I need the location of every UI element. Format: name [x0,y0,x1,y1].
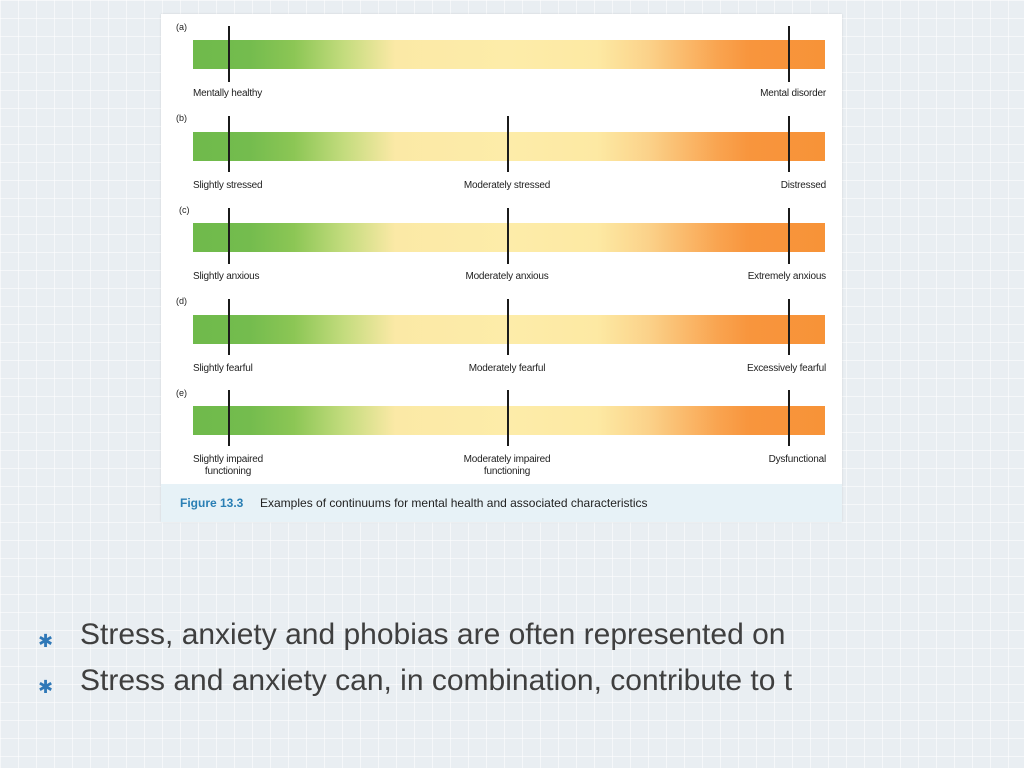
label-right: Mental disorder [760,88,826,99]
tick-right [788,208,790,264]
tick-right [788,116,790,172]
label-right: Extremely anxious [747,271,827,282]
label-middle: Moderately stressed [463,180,551,191]
tick-middle [507,299,509,355]
label-left: Slightly anxious [193,271,260,282]
panel-letter: (b) [176,113,187,123]
tick-left [228,208,230,264]
asterisk-icon: ✱ [38,677,54,698]
tick-middle [507,116,509,172]
label-middle: Moderately anxious [465,271,549,282]
tick-middle [507,390,509,446]
asterisk-icon: ✱ [38,631,54,652]
tick-left [228,299,230,355]
bullet-text: Stress and anxiety can, in combination, … [80,664,793,697]
bullet-item: ✱ Stress and anxiety can, in combination… [0,662,1024,702]
tick-right [788,26,790,82]
label-left: Mentally healthy [193,88,263,99]
figure-continuums: (a) Mentally healthy Mental disorder (b)… [161,14,842,522]
panel-letter: (a) [176,22,187,32]
continuum-bar [193,315,825,344]
label-right: Excessively fearful [746,363,826,374]
label-middle: Moderately fearful [468,363,546,374]
bullet-item: ✱ Stress, anxiety and phobias are often … [0,616,1024,656]
panel-letter: (d) [176,296,187,306]
tick-right [788,390,790,446]
label-middle: Moderately impaired functioning [463,454,551,477]
panel-letter: (e) [176,388,187,398]
panel-letter: (c) [179,205,190,215]
continuum-bar [193,223,825,252]
tick-left [228,390,230,446]
label-right: Dysfunctional [768,454,827,465]
tick-right [788,299,790,355]
label-right: Distressed [780,180,826,191]
continuum-bar [193,132,825,161]
figure-number: Figure 13.3 [180,496,244,510]
bullet-text: Stress, anxiety and phobias are often re… [80,618,786,651]
label-left: Slightly impaired functioning [193,454,263,477]
label-left: Slightly fearful [193,363,253,374]
label-left: Slightly stressed [193,180,263,191]
tick-middle [507,208,509,264]
continuum-bar [193,406,825,435]
tick-left [228,26,230,82]
figure-caption: Figure 13.3 Examples of continuums for m… [161,484,842,522]
caption-text: Examples of continuums for mental health… [260,496,648,510]
tick-left [228,116,230,172]
continuum-bar [193,40,825,69]
